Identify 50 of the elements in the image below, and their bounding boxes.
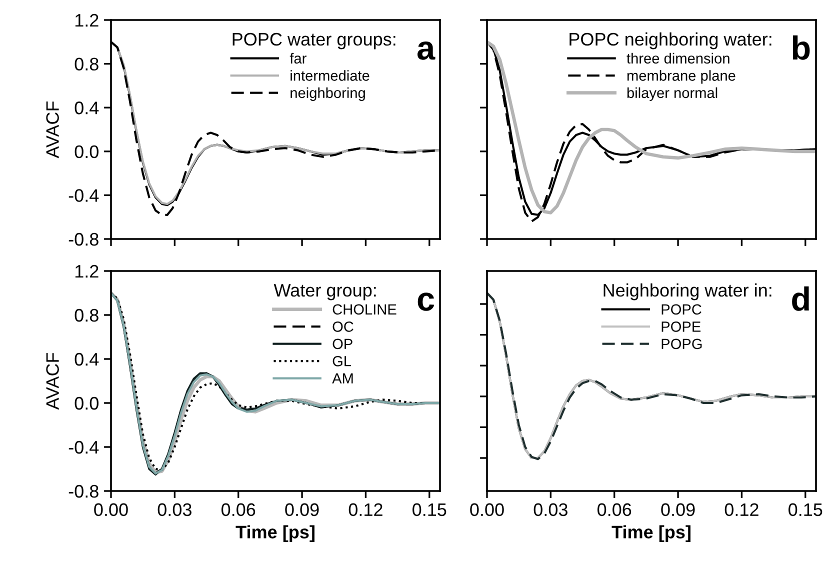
legend-label: OC bbox=[332, 322, 354, 332]
y-axis-title: AVACF bbox=[46, 101, 59, 158]
legend-label: POPG bbox=[662, 338, 702, 350]
legend-title: POPC neighboring water: bbox=[570, 32, 772, 50]
legend-label: membrane plane bbox=[627, 70, 736, 84]
x-tick-label: 0.09 bbox=[285, 503, 319, 516]
legend-label: OP bbox=[332, 338, 352, 350]
x-axis-title: Time [ps] bbox=[236, 525, 314, 542]
y-tick-label: 0.0 bbox=[74, 396, 98, 410]
y-tick-label: -0.8 bbox=[68, 484, 98, 498]
legend-title: Water group: bbox=[274, 284, 376, 300]
y-axis-title: AVACF bbox=[46, 352, 59, 410]
x-tick-label: 0.06 bbox=[221, 503, 256, 516]
x-tick-label: 0.06 bbox=[597, 503, 632, 516]
y-tick-label: 0.8 bbox=[74, 308, 98, 322]
x-tick-label: 0.12 bbox=[724, 503, 758, 516]
y-tick-label: 1.2 bbox=[75, 14, 98, 27]
legend-label: far bbox=[290, 52, 306, 64]
x-tick-label: 0.12 bbox=[348, 503, 382, 516]
y-tick-label: 1.2 bbox=[75, 264, 98, 278]
x-tick-label: 0.00 bbox=[94, 503, 128, 516]
legend-label: bilayer normal bbox=[627, 87, 718, 101]
legend-label: intermediate bbox=[290, 70, 370, 81]
y-tick-label: -0.4 bbox=[68, 440, 99, 454]
y-tick-label: 0.0 bbox=[74, 145, 98, 158]
y-tick-label: 0.4 bbox=[74, 102, 99, 114]
annotation: a bbox=[418, 42, 436, 60]
x-tick-label: 0.00 bbox=[470, 503, 504, 516]
legend-label: POPE bbox=[662, 322, 701, 332]
legend-label: POPC bbox=[662, 304, 702, 315]
annotation: d bbox=[792, 286, 809, 311]
x-tick-label: 0.09 bbox=[661, 503, 695, 516]
y-tick-label: 0.4 bbox=[74, 352, 99, 366]
x-tick-label: 0.15 bbox=[788, 503, 822, 516]
legend-label: AM bbox=[332, 373, 353, 384]
y-tick-label: -0.8 bbox=[68, 232, 98, 246]
annotation: c bbox=[418, 292, 434, 311]
y-tick-label: -0.4 bbox=[68, 189, 99, 202]
x-tick-label: 0.15 bbox=[412, 503, 446, 516]
legend-label: neighboring bbox=[290, 87, 365, 101]
legend-label: GL bbox=[332, 356, 352, 366]
annotation: b bbox=[792, 35, 810, 60]
legend-title: POPC water groups: bbox=[232, 32, 396, 50]
legend-label: three dimension bbox=[626, 52, 730, 64]
legend-title: Neighboring water in: bbox=[604, 283, 772, 300]
y-tick-label: 0.8 bbox=[74, 58, 98, 71]
x-axis-title: Time [ps] bbox=[612, 525, 690, 542]
legend-label: CHOLINE bbox=[332, 304, 396, 315]
x-tick-label: 0.03 bbox=[534, 503, 568, 516]
x-tick-label: 0.03 bbox=[158, 503, 192, 516]
